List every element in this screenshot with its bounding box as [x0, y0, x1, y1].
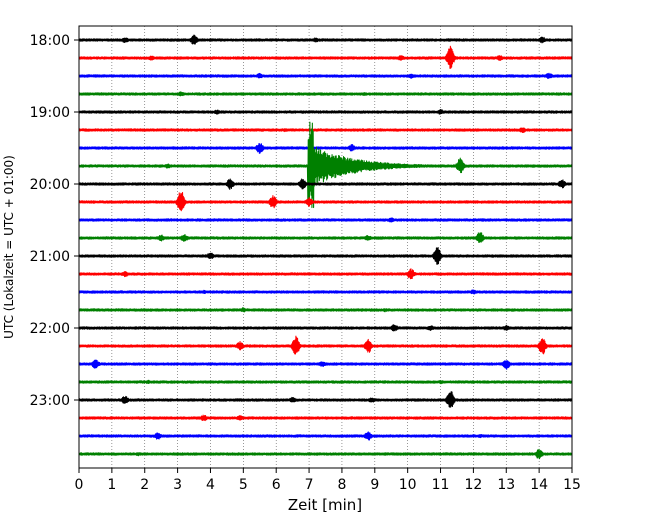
y-axis-label: UTC (Lokalzeit = UTC + 01:00) — [2, 155, 16, 339]
trace-2315 — [78, 414, 573, 422]
trace-2030 — [78, 217, 573, 223]
x-tick-label-10: 10 — [399, 477, 417, 493]
trace-layer — [78, 34, 573, 460]
trace-2200 — [78, 324, 573, 332]
trace-1930 — [78, 143, 573, 154]
x-tick-label-8: 8 — [337, 477, 346, 493]
y-tick-label-1900: 19:00 — [30, 105, 70, 121]
x-tick-label-11: 11 — [432, 477, 450, 493]
trace-2115 — [78, 268, 573, 280]
trace-2245 — [78, 379, 573, 385]
trace-1945 — [78, 121, 573, 209]
y-tick-label-2000: 20:00 — [30, 177, 70, 193]
y-axis: 18:00 19:00 20:00 21:00 22:00 23:00 — [30, 33, 79, 409]
trace-2100 — [78, 247, 573, 265]
grid-lines — [111, 26, 540, 468]
x-tick-label-0: 0 — [75, 477, 84, 493]
x-tick-label-15: 15 — [563, 477, 581, 493]
y-tick-label-1800: 18:00 — [30, 33, 70, 49]
trace-2230 — [78, 359, 573, 370]
x-tick-label-6: 6 — [272, 477, 281, 493]
trace-2145 — [78, 307, 573, 313]
trace-2215 — [78, 335, 573, 355]
trace-2300 — [78, 391, 573, 408]
trace-2045 — [78, 232, 573, 243]
trace-2015 — [78, 192, 573, 212]
plot-frame — [78, 25, 573, 469]
y-tick-label-2200: 22:00 — [30, 321, 70, 337]
y-tick-label-2100: 21:00 — [30, 249, 70, 265]
trace-1900 — [78, 108, 573, 115]
x-axis: 0 1 2 3 4 5 6 7 8 9 10 11 12 13 14 15 — [75, 468, 581, 493]
trace-1830 — [78, 72, 573, 80]
trace-1815 — [78, 45, 573, 69]
x-tick-label-12: 12 — [464, 477, 482, 493]
x-tick-label-3: 3 — [173, 477, 182, 493]
trace-2130 — [78, 289, 573, 295]
x-axis-label: Zeit [min] — [288, 496, 362, 514]
x-tick-label-4: 4 — [206, 477, 215, 493]
x-tick-label-1: 1 — [107, 477, 116, 493]
x-tick-label-7: 7 — [305, 477, 314, 493]
trace-2330 — [78, 431, 573, 441]
trace-1845 — [78, 91, 573, 97]
trace-2345 — [78, 448, 573, 460]
trace-1800 — [78, 34, 573, 45]
x-tick-label-5: 5 — [239, 477, 248, 493]
x-tick-label-14: 14 — [530, 477, 548, 493]
y-tick-label-2300: 23:00 — [30, 393, 70, 409]
trace-1915 — [78, 127, 573, 134]
x-tick-label-13: 13 — [497, 477, 515, 493]
x-tick-label-9: 9 — [370, 477, 379, 493]
trace-2000 — [78, 178, 573, 190]
x-tick-label-2: 2 — [140, 477, 149, 493]
